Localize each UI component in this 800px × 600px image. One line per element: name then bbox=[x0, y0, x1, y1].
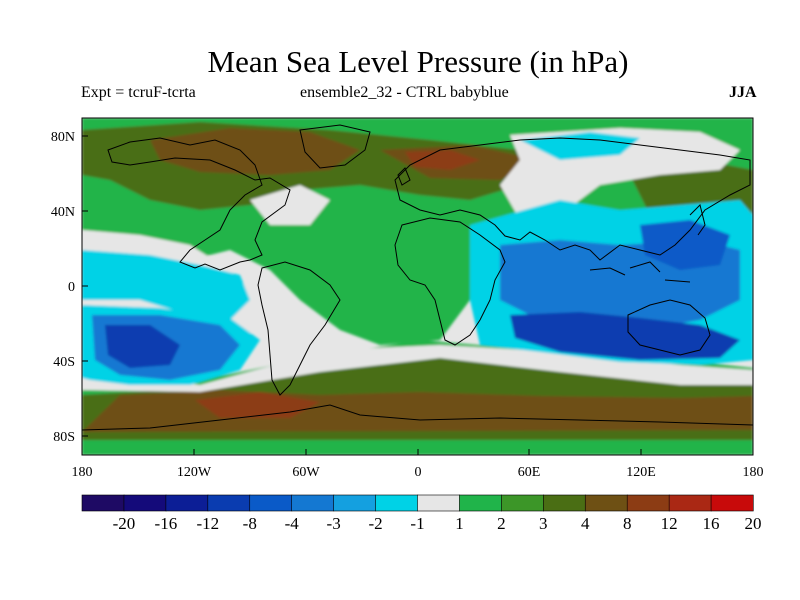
y-tick-label: 0 bbox=[68, 280, 75, 295]
colorbar-swatch bbox=[333, 494, 377, 512]
field-blue-westpac bbox=[640, 220, 730, 270]
colorbar-label: -8 bbox=[243, 514, 257, 533]
colorbar-label: -12 bbox=[196, 514, 219, 533]
ensemble-label: ensemble2_32 - CTRL babyblue bbox=[300, 84, 509, 101]
colorbar-swatch bbox=[668, 494, 712, 512]
field-brown-arctic bbox=[405, 150, 480, 170]
coast-antarctica bbox=[82, 404, 753, 431]
field-brown-greenland bbox=[150, 128, 360, 175]
colorbar-swatch bbox=[459, 494, 502, 512]
coast-south-america bbox=[257, 261, 341, 396]
colorbar-swatch bbox=[710, 494, 754, 512]
x-tick-label: 60E bbox=[518, 465, 541, 480]
colorbar-swatch bbox=[501, 494, 544, 512]
x-tick-label: 120E bbox=[626, 465, 656, 480]
colorbar-label: 12 bbox=[661, 514, 678, 533]
colorbar-label: 8 bbox=[623, 514, 632, 533]
colorbar-label: 3 bbox=[539, 514, 548, 533]
colorbar-label: -2 bbox=[368, 514, 382, 533]
colorbar-label: -1 bbox=[410, 514, 424, 533]
x-tick-label: 180 bbox=[72, 465, 93, 480]
colorbar-label: -4 bbox=[285, 514, 300, 533]
y-tick-label: 40N bbox=[51, 205, 75, 220]
coast-greenland bbox=[299, 124, 371, 169]
colorbar-label: -3 bbox=[327, 514, 341, 533]
coast-africa bbox=[394, 217, 506, 346]
field-brown-antarctic bbox=[195, 392, 320, 418]
colorbar-swatch bbox=[417, 494, 461, 512]
colorbar-swatch bbox=[543, 494, 586, 512]
y-tick-label: 80S bbox=[53, 430, 75, 445]
colorbar-swatch bbox=[375, 494, 419, 512]
colorbar-label: -20 bbox=[113, 514, 136, 533]
coast-north-america bbox=[107, 137, 291, 271]
experiment-label: Expt = tcruF-tcrta bbox=[81, 84, 196, 101]
coastlines bbox=[82, 124, 753, 431]
x-tick-label: 120W bbox=[177, 465, 212, 480]
contour-field bbox=[82, 118, 753, 455]
field-cyan-eastpac bbox=[82, 250, 250, 320]
colorbar-label: 4 bbox=[581, 514, 590, 533]
x-tick-label: 0 bbox=[415, 465, 422, 480]
colorbar-label: 1 bbox=[455, 514, 464, 533]
field-neutral-atlantic bbox=[250, 185, 330, 225]
coast-indonesia bbox=[589, 261, 691, 283]
colorbar-swatch bbox=[165, 494, 209, 512]
colorbar-label: -16 bbox=[155, 514, 178, 533]
colorbar-swatch bbox=[584, 494, 628, 512]
y-tick-label: 40S bbox=[53, 355, 75, 370]
season-label: JJA bbox=[729, 84, 757, 101]
colorbar-swatch bbox=[291, 494, 335, 512]
y-tick-label: 80N bbox=[51, 130, 75, 145]
x-tick-label: 60W bbox=[292, 465, 320, 480]
colorbar-swatch bbox=[249, 494, 293, 512]
colorbar: -20 -16 -12 -8 -4 -3 -2 -1 1 2 3 4 8 12 16 20 bbox=[81, 494, 762, 533]
colorbar-swatch bbox=[207, 494, 251, 512]
colorbar-swatch bbox=[626, 494, 670, 512]
colorbar-label: 20 bbox=[745, 514, 762, 533]
field-blue-southpac-core bbox=[105, 325, 180, 368]
coast-uk bbox=[397, 167, 411, 186]
tick-marks bbox=[81, 135, 754, 455]
colorbar-swatch bbox=[81, 494, 125, 512]
colorbar-swatch bbox=[123, 494, 167, 512]
chart-title: Mean Sea Level Pressure (in hPa) bbox=[207, 44, 629, 79]
x-tick-label: 180 bbox=[743, 465, 764, 480]
coast-japan bbox=[689, 204, 706, 236]
coast-eurasia bbox=[394, 137, 751, 261]
coast-australia bbox=[627, 299, 711, 356]
colorbar-label: 16 bbox=[703, 514, 720, 533]
field-blue-indiansouth bbox=[510, 312, 740, 360]
colorbar-label: 2 bbox=[497, 514, 506, 533]
